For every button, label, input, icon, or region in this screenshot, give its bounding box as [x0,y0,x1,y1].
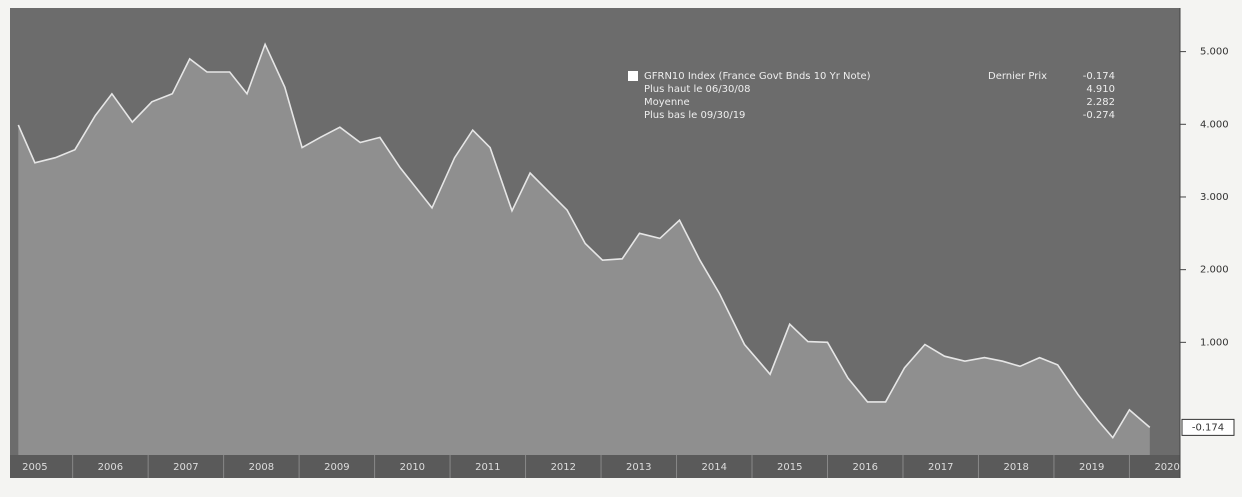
y-tick-label: 2.000 [1200,265,1229,276]
legend-stat-value: 2.282 [1086,97,1115,108]
x-tick-label: 2007 [173,462,198,473]
x-tick-label: 2009 [324,462,349,473]
x-axis-band [10,455,1180,478]
x-tick-label: 2011 [475,462,500,473]
x-tick-label: 2010 [400,462,425,473]
legend-stat-label: Plus haut le 06/30/08 [644,84,750,95]
x-tick-label: 2020 [1154,462,1179,473]
x-tick-label: 2014 [702,462,727,473]
x-tick-label: 2017 [928,462,953,473]
legend-stat-value: 4.910 [1086,84,1115,95]
legend-stat-label: Dernier Prix [988,71,1047,82]
legend-entry: GFRN10 Index (France Govt Bnds 10 Yr Not… [644,71,871,82]
x-tick-label: 2013 [626,462,651,473]
legend-swatch [628,71,638,81]
x-tick-label: 2018 [1003,462,1028,473]
last-value-tag [1181,418,1235,436]
y-tick-label: 5.000 [1200,47,1229,58]
x-tick-label: 2006 [98,462,123,473]
legend-stat-value: -0.274 [1083,110,1115,121]
legend-stat-label: Moyenne [644,97,690,108]
x-tick-label: 2012 [551,462,576,473]
y-tick-label: 4.000 [1200,119,1229,130]
last-value-label: -0.174 [1192,422,1224,433]
y-tick-label: 1.000 [1200,337,1229,348]
line [17,42,1151,439]
x-tick-label: 2016 [853,462,878,473]
x-tick-label: 2008 [249,462,274,473]
legend-stat-value: -0.174 [1083,71,1115,82]
x-tick-label: 2015 [777,462,802,473]
x-tick-label: 2019 [1079,462,1104,473]
y-tick-label: 3.000 [1200,192,1229,203]
x-tick-label: 2005 [22,462,47,473]
legend-stat-label: Plus bas le 09/30/19 [644,110,745,121]
